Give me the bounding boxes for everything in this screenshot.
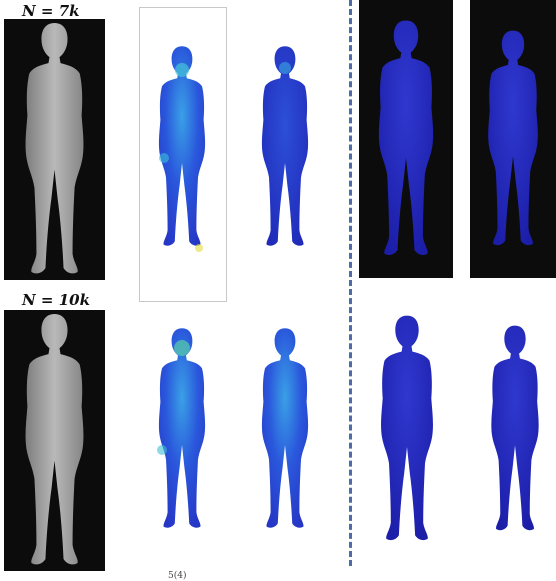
heatmap-10k-c bbox=[362, 290, 452, 568]
row-label-10k: N = 10k bbox=[22, 291, 90, 309]
highlight-frame bbox=[139, 7, 227, 302]
heatmap-7k-a bbox=[142, 8, 222, 286]
heatmap-7k-d bbox=[470, 0, 556, 278]
row-label-7k: N = 7k bbox=[22, 2, 80, 20]
gray-mesh-panel-10k bbox=[4, 310, 105, 571]
heatmap-7k-b bbox=[245, 8, 325, 286]
dashed-divider bbox=[349, 0, 352, 566]
heatmap-10k-b bbox=[245, 290, 325, 568]
heatmap-10k-a bbox=[142, 290, 222, 568]
gray-mesh-panel-7k bbox=[4, 19, 105, 280]
heatmap-10k-d bbox=[474, 290, 556, 568]
heatmap-7k-c bbox=[359, 0, 453, 278]
caption-fragment: 5(4) bbox=[168, 571, 187, 581]
